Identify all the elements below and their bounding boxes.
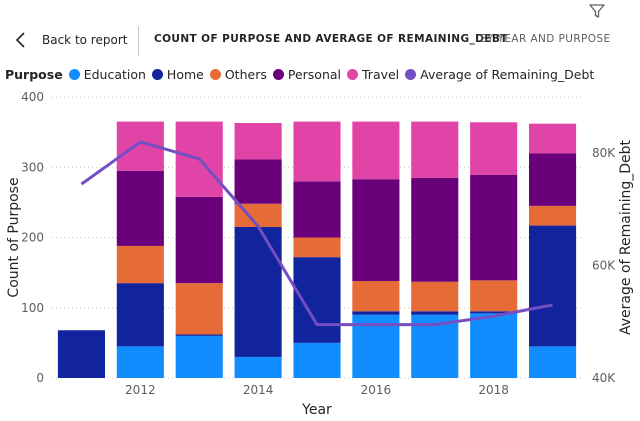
bar-segment-home[interactable] [470, 311, 518, 314]
legend-label: Travel [362, 66, 400, 82]
bar-segment-education[interactable] [175, 335, 223, 378]
x-tick-label: 2012 [125, 383, 156, 397]
legend-item-education[interactable]: Education [68, 66, 146, 82]
bar-segment-others[interactable] [352, 281, 400, 312]
legend-item-home[interactable]: Home [151, 66, 204, 82]
bar-segment-personal[interactable] [116, 170, 164, 246]
legend-swatch [405, 68, 417, 80]
bar-segment-personal[interactable] [411, 177, 459, 282]
bar-segment-personal[interactable] [234, 159, 282, 204]
y2-tick-label: 80K [592, 146, 616, 160]
line-average-remaining-debt [80, 140, 553, 327]
y2-tick-label: 60K [592, 259, 616, 273]
bar-segment-others[interactable] [293, 237, 341, 258]
legend-label: Personal [287, 66, 341, 82]
bar-segment-home[interactable] [57, 330, 105, 378]
legend-swatch [347, 68, 358, 80]
header-divider [138, 26, 139, 56]
bar-segment-others[interactable] [116, 245, 164, 284]
y-tick-label: 400 [21, 90, 44, 104]
bar-segment-home[interactable] [234, 226, 282, 357]
legend-item-travel[interactable]: Travel [347, 67, 399, 82]
bar-segment-education[interactable] [529, 346, 577, 378]
legend-swatch [151, 68, 163, 80]
x-tick-label: 2018 [478, 383, 509, 397]
bar-segment-home[interactable] [411, 311, 459, 315]
bar-segment-others[interactable] [234, 203, 282, 227]
x-axis-title: Year [301, 402, 332, 418]
back-to-report-button[interactable]: Back to report [14, 28, 127, 52]
legend-label: Education [83, 66, 146, 82]
bar-segment-personal[interactable] [352, 179, 400, 282]
y2-axis-title: Average of Remaining_Debt [618, 139, 634, 335]
bar-segment-others[interactable] [529, 205, 577, 226]
bar-segment-personal[interactable] [293, 181, 341, 238]
bar-segment-home[interactable] [293, 257, 341, 343]
legend-item-personal[interactable]: Personal [272, 66, 341, 82]
visual-title: COUNT OF PURPOSE AND AVERAGE OF REMAININ… [154, 33, 508, 45]
x-tick-label: 2016 [361, 383, 392, 397]
bar-segment-others[interactable] [175, 283, 223, 335]
bar-segment-travel[interactable] [470, 122, 518, 175]
legend-item-others[interactable]: Others [209, 66, 267, 82]
legend-label: Average of Remaining_Debt [420, 66, 595, 82]
bar-segment-others[interactable] [470, 280, 518, 312]
bar-segment-travel[interactable] [529, 123, 577, 154]
bar-segment-education[interactable] [116, 346, 164, 378]
bar-segment-others[interactable] [411, 281, 459, 312]
bar-segment-personal[interactable] [470, 174, 518, 281]
bar-segment-travel[interactable] [352, 121, 400, 180]
legend-title: Purpose [5, 66, 63, 82]
y-axis-title: Count of Purpose [6, 177, 22, 297]
legend-swatch [209, 68, 221, 80]
bar-segment-personal[interactable] [529, 153, 577, 206]
bar-segment-travel[interactable] [234, 122, 282, 160]
visual-subtitle: BY YEAR AND PURPOSE [480, 33, 611, 45]
chevron-left-icon [15, 32, 25, 48]
y-tick-label: 300 [21, 160, 44, 174]
legend-swatch [272, 68, 284, 80]
legend-item-average-remaining-debt[interactable]: Average of Remaining_Debt [405, 67, 594, 82]
y2-tick-label: 40K [592, 371, 616, 385]
bar-segment-personal[interactable] [175, 196, 223, 284]
legend-label: Others [224, 66, 267, 82]
back-to-report-label: Back to report [42, 33, 128, 47]
x-tick-label: 2014 [243, 383, 274, 397]
legend-swatch [68, 68, 80, 80]
bar-segment-education[interactable] [234, 356, 282, 378]
legend-label: Home [166, 66, 204, 82]
bar-segment-home[interactable] [529, 225, 577, 347]
filter-icon[interactable] [588, 2, 606, 20]
chart-legend: Purpose Education Home Others Personal T… [5, 66, 600, 82]
bar-segment-home[interactable] [175, 334, 223, 336]
y-tick-label: 0 [36, 371, 44, 385]
bar-segment-travel[interactable] [411, 121, 459, 178]
bar-segment-education[interactable] [293, 342, 341, 378]
y-tick-label: 200 [21, 231, 44, 245]
bar-segment-home[interactable] [116, 283, 164, 347]
bar-segment-home[interactable] [352, 311, 400, 315]
visual-header: Back to report COUNT OF PURPOSE AND AVER… [0, 0, 640, 80]
bar-segment-travel[interactable] [293, 121, 341, 182]
y-tick-label: 100 [21, 301, 44, 315]
bar-segment-education[interactable] [470, 313, 518, 378]
